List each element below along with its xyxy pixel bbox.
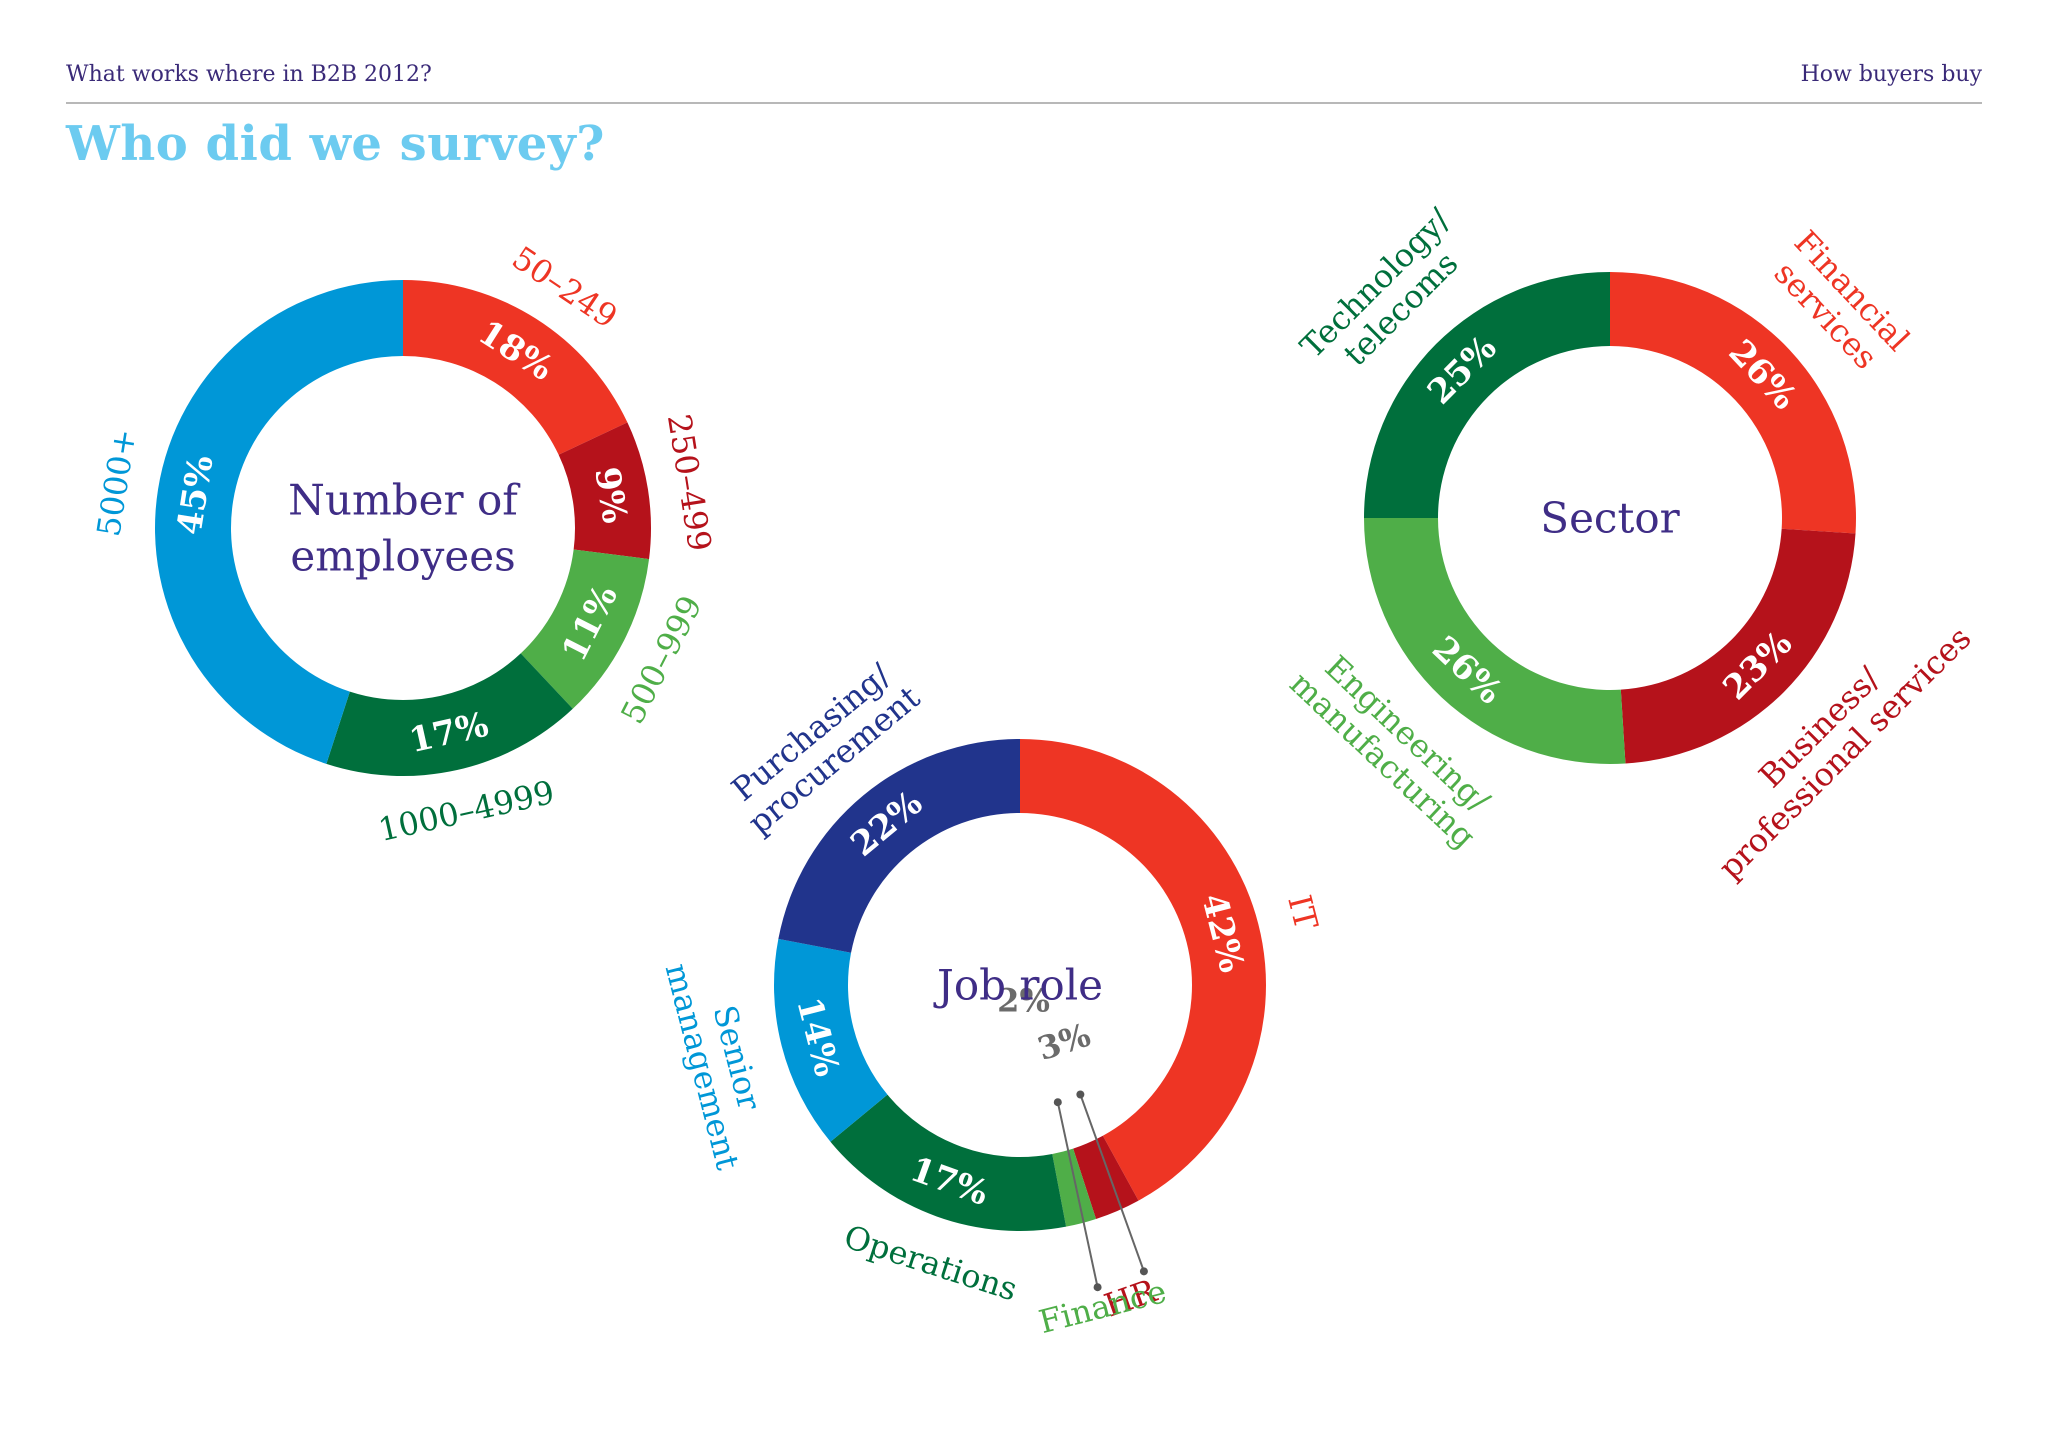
- header-left-text: What works where in B2B 2012?: [66, 62, 432, 87]
- donut-job-role: 42% ITHR3%Finance2%17%Operations14%Senior…: [658, 656, 1326, 1341]
- donut-title-job-role: Job role: [933, 961, 1103, 1010]
- slice-label-5000: 5000+: [89, 426, 143, 539]
- donut-title-line: employees: [290, 532, 515, 581]
- slice-operations: [830, 1094, 1067, 1231]
- slice-engineering-manufacturing: [1364, 518, 1626, 764]
- slice-label-line: 250–499: [660, 411, 719, 553]
- leader-dot: [1093, 1283, 1102, 1292]
- slice-1000-4999: [326, 653, 573, 776]
- donut-title-number-of-employees: Number of employees: [288, 476, 521, 581]
- slice-financial-services: [1610, 272, 1856, 534]
- slice-50-249: [403, 280, 628, 455]
- slice-label-line: 5000+: [89, 426, 143, 539]
- slice-label-line: Operations: [840, 1218, 1022, 1309]
- slice-percent-hr: 3%: [1033, 1016, 1095, 1068]
- slice-percent-250-499: 9%: [586, 464, 634, 526]
- slice-label-it: IT: [1280, 891, 1325, 934]
- donut-title-line: Sector: [1540, 494, 1680, 543]
- slice-5000: [155, 280, 403, 764]
- page-title: Who did we survey?: [66, 116, 605, 172]
- header-right-text: How buyers buy: [1800, 62, 1982, 87]
- slice-label-line: 1000–4999: [375, 773, 558, 849]
- leader-dot: [1053, 1098, 1062, 1107]
- header-divider: [66, 102, 1982, 104]
- slice-business-professional-services: [1620, 528, 1856, 764]
- donut-title-line: Job role: [933, 961, 1103, 1010]
- slice-label-line: Finance: [1035, 1272, 1170, 1341]
- slice-purchasing-procurement: [778, 739, 1020, 953]
- slice-hr: [1073, 1135, 1139, 1219]
- slice-finance: [1052, 1148, 1097, 1227]
- slice-label-line: IT: [1280, 891, 1325, 934]
- slice-label-1000-4999: 1000–4999: [375, 773, 558, 849]
- slice-label-operations: Operations: [840, 1218, 1022, 1309]
- donut-title-sector: Sector: [1540, 494, 1680, 543]
- slice-senior-management: [773, 938, 888, 1142]
- slice-percent-finance: 2%: [997, 982, 1050, 1020]
- leader-line-finance: [1056, 1102, 1099, 1288]
- slice-label-250-499: 250–499: [660, 411, 719, 553]
- leader-dot: [1076, 1090, 1085, 1099]
- slice-it: [1020, 739, 1266, 1201]
- slice-technology-telecoms: [1364, 272, 1610, 518]
- leader-line-hr: [1079, 1094, 1145, 1272]
- leader-dot: [1139, 1267, 1148, 1276]
- slice-label-finance: Finance: [1035, 1272, 1170, 1341]
- slice-250-499: [558, 422, 651, 560]
- donut-sector: 26%Financialservices23%Business/professi…: [1282, 201, 1978, 887]
- donut-title-line: Number of: [288, 476, 521, 525]
- slice-500-999: [520, 549, 650, 709]
